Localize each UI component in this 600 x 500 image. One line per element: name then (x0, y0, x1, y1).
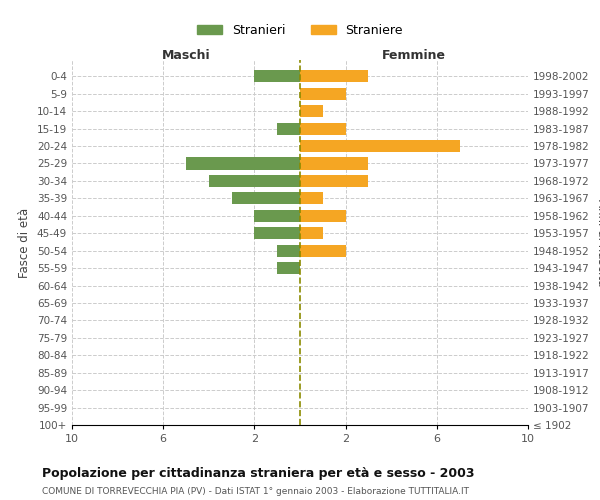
Bar (300, 210, 346, 222)
Bar (300, 175, 368, 187)
Bar (186, 158, 300, 170)
Bar (300, 192, 323, 204)
Bar (209, 175, 300, 187)
Y-axis label: Anni di nascita: Anni di nascita (595, 199, 600, 286)
Bar (277, 244, 300, 257)
Bar (300, 140, 460, 152)
Y-axis label: Fasce di età: Fasce di età (19, 208, 31, 278)
Bar (300, 70, 368, 82)
Legend: Stranieri, Straniere: Stranieri, Straniere (192, 19, 408, 42)
Bar (300, 88, 346, 100)
Bar (300, 227, 323, 239)
Bar (300, 158, 368, 170)
Bar (254, 210, 300, 222)
Text: Popolazione per cittadinanza straniera per età e sesso - 2003: Popolazione per cittadinanza straniera p… (42, 468, 475, 480)
Bar (300, 244, 346, 257)
Bar (277, 122, 300, 134)
Bar (254, 70, 300, 82)
Text: COMUNE DI TORREVECCHIA PIA (PV) - Dati ISTAT 1° gennaio 2003 - Elaborazione TUTT: COMUNE DI TORREVECCHIA PIA (PV) - Dati I… (42, 488, 469, 496)
Bar (300, 122, 346, 134)
Bar (232, 192, 300, 204)
Text: Maschi: Maschi (161, 50, 211, 62)
Bar (277, 262, 300, 274)
Bar (254, 227, 300, 239)
Text: Femmine: Femmine (382, 50, 446, 62)
Bar (300, 105, 323, 118)
